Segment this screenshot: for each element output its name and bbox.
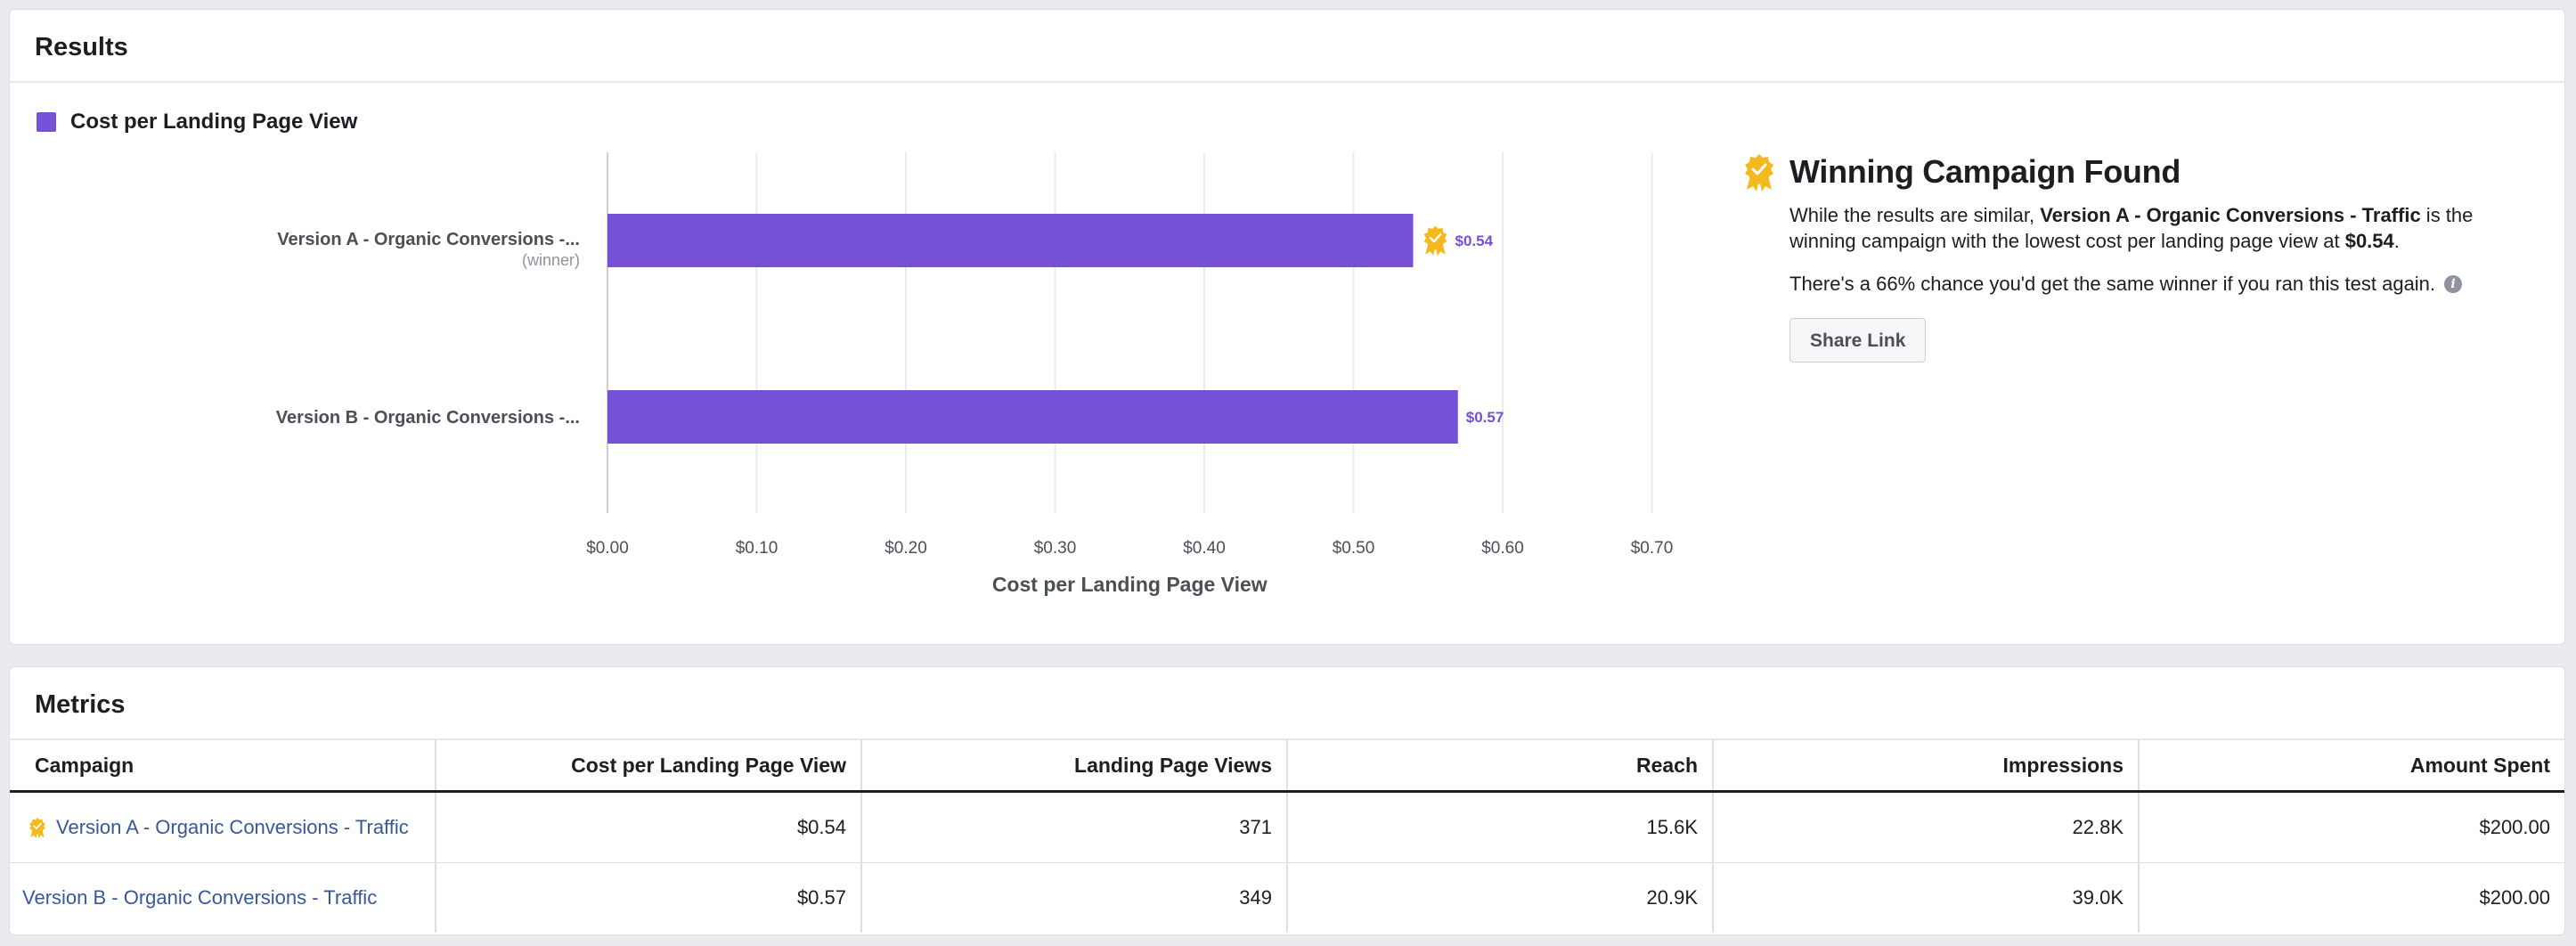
column-header-reach[interactable]: Reach <box>1286 740 1713 793</box>
table-cell: 371 <box>860 791 1287 863</box>
share-link-button[interactable]: Share Link <box>1789 318 1927 363</box>
table-cell: $0.54 <box>435 791 861 863</box>
bar-value-label: $0.54 <box>1455 232 1494 249</box>
metrics-table: Campaign Cost per Landing Page View Land… <box>10 740 2564 933</box>
winner-description: While the results are similar, Version A… <box>1789 202 2525 254</box>
table-cell: 22.8K <box>1712 791 2139 863</box>
column-header-cost[interactable]: Cost per Landing Page View <box>435 740 861 793</box>
x-tick-label: $0.10 <box>736 539 779 558</box>
table-cell: $200.00 <box>2138 791 2564 863</box>
winner-desc-value: $0.54 <box>2344 230 2394 252</box>
award-icon <box>29 818 45 839</box>
metrics-card: Metrics Campaign Cost per Landing Page V… <box>9 666 2565 935</box>
bar <box>607 390 1458 444</box>
chart-legend: Cost per Landing Page View <box>37 110 357 135</box>
x-tick-label: $0.50 <box>1333 539 1375 558</box>
table-cell: $0.57 <box>435 862 861 933</box>
x-axis-title: Cost per Landing Page View <box>992 573 1268 596</box>
bar-chart: $0.00 $0.10 $0.20 $0.30 $0.40 $0.50 $0.60 $0.70… <box>276 152 1674 596</box>
campaign-cell: Version B - Organic Conversions - Traffi… <box>10 862 436 933</box>
column-header-amount-spent[interactable]: Amount Spent <box>2138 740 2564 793</box>
bar <box>607 214 1414 267</box>
bar-value-label: $0.57 <box>1466 409 1504 426</box>
bar-category-sublabel: (winner) <box>522 251 580 269</box>
winner-desc-campaign: Version A - Organic Conversions - Traffi… <box>2040 204 2421 226</box>
metrics-title: Metrics <box>35 690 126 719</box>
column-header-landing-page-views[interactable]: Landing Page Views <box>860 740 1287 793</box>
table-header-row: Campaign Cost per Landing Page View Land… <box>10 740 2564 793</box>
award-icon <box>1745 154 1773 192</box>
x-tick-label: $0.00 <box>586 539 629 558</box>
campaign-link-version-b[interactable]: Version B - Organic Conversions - Traffi… <box>22 886 378 909</box>
table-cell: $200.00 <box>2138 862 2564 933</box>
column-header-impressions[interactable]: Impressions <box>1712 740 2139 793</box>
campaign-cell: Version A - Organic Conversions - Traffi… <box>10 791 436 863</box>
winner-desc-prefix: While the results are similar, <box>1789 204 2041 226</box>
table-cell: 39.0K <box>1712 862 2139 933</box>
table-cell: 20.9K <box>1286 862 1713 933</box>
table-cell: 349 <box>860 862 1287 933</box>
winner-panel: Winning Campaign Found While the results… <box>1741 152 2525 363</box>
winner-desc-suffix: . <box>2393 230 2400 252</box>
campaign-link-version-a[interactable]: Version A - Organic Conversions - Traffi… <box>56 816 409 838</box>
results-divider <box>10 81 2564 83</box>
legend-label: Cost per Landing Page View <box>70 110 358 134</box>
x-tick-label: $0.30 <box>1034 539 1077 558</box>
table-row: Version A - Organic Conversions - Traffi… <box>10 791 2564 863</box>
table-cell: 15.6K <box>1286 791 1713 863</box>
x-tick-label: $0.20 <box>884 539 927 558</box>
x-tick-label: $0.70 <box>1631 539 1674 558</box>
results-title: Results <box>35 33 128 61</box>
results-card: Results Cost per Landing Page View $0.00… <box>9 9 2565 645</box>
winner-confidence: There's a 66% chance you'd get the same … <box>1789 271 2525 297</box>
info-icon[interactable]: i <box>2444 274 2463 293</box>
award-icon <box>1423 225 1447 257</box>
x-tick-label: $0.40 <box>1183 539 1226 558</box>
winner-title: Winning Campaign Found <box>1789 153 2181 190</box>
table-row: Version B - Organic Conversions - Traffi… <box>10 862 2564 933</box>
bar-category-label: Version A - Organic Conversions -... <box>277 230 580 249</box>
bar-category-label: Version B - Organic Conversions -... <box>276 408 580 428</box>
legend-swatch <box>37 112 56 132</box>
winner-confidence-text: There's a 66% chance you'd get the same … <box>1789 273 2436 295</box>
metrics-divider <box>10 738 2564 740</box>
winner-desc-middle: is the winning campaign with the lowest … <box>1789 204 2474 252</box>
x-tick-label: $0.60 <box>1481 539 1524 558</box>
column-header-campaign[interactable]: Campaign <box>10 740 436 793</box>
